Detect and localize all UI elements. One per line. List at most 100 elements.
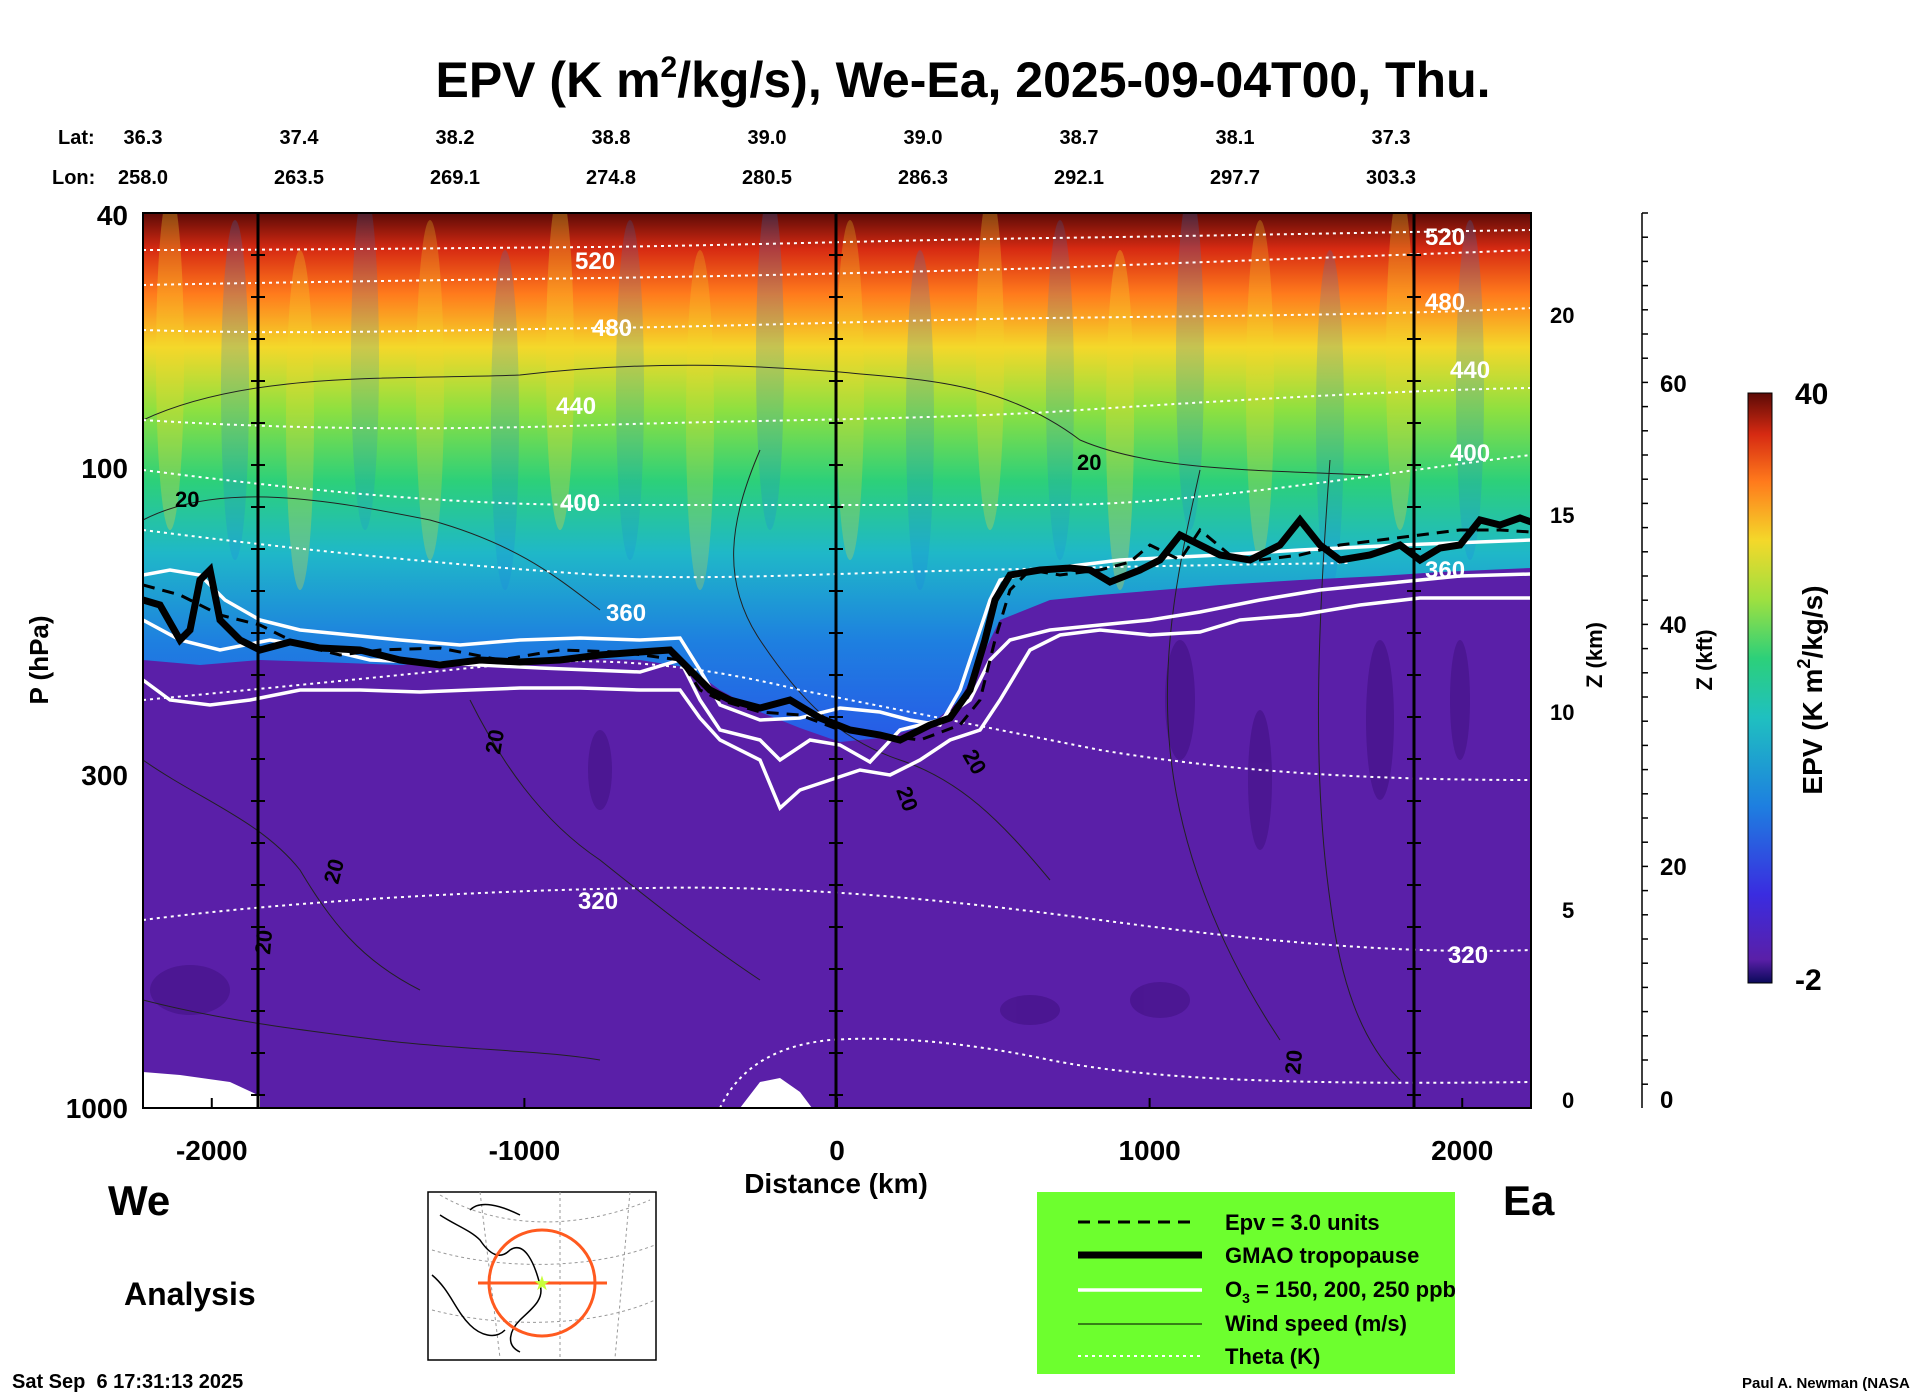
svg-text:10: 10 <box>1550 700 1574 725</box>
epv-streak <box>976 213 1004 530</box>
svg-text:20: 20 <box>1280 1049 1307 1076</box>
svg-text:0: 0 <box>1562 1088 1574 1113</box>
y-axis-label: P (hPa) <box>24 615 54 704</box>
svg-text:20: 20 <box>1550 303 1574 328</box>
lon-value: 297.7 <box>1210 167 1260 189</box>
lon-value: 274.8 <box>586 167 636 189</box>
svg-text:20: 20 <box>175 487 199 512</box>
epv-streak <box>1316 250 1344 590</box>
terrain-mask <box>143 1072 812 1108</box>
svg-text:20: 20 <box>480 727 509 755</box>
x-axis-label: Distance (km) <box>744 1168 928 1199</box>
map-center-star-icon: ★ <box>533 1271 551 1295</box>
legend: Epv = 3.0 units GMAO tropopause O3 = 150… <box>1037 1192 1456 1374</box>
profile-ticks <box>251 254 1421 1096</box>
lon-value: 292.1 <box>1054 167 1104 189</box>
epv-streak <box>546 213 574 530</box>
corner-west: We <box>108 1177 170 1224</box>
lon-label: Lon: <box>52 167 95 189</box>
svg-text:Z (km): Z (km) <box>1582 622 1607 688</box>
svg-text:480: 480 <box>592 315 632 342</box>
svg-text:20: 20 <box>250 929 277 956</box>
svg-text:5: 5 <box>1562 898 1574 923</box>
z-kft-ticks <box>1642 212 1648 1085</box>
svg-text:40: 40 <box>1660 612 1687 639</box>
epv-streak <box>491 250 519 590</box>
epv-dark-patches <box>150 640 1470 1025</box>
credit: Paul A. Newman (NASA <box>1742 1375 1910 1392</box>
legend-ozone: O3 = 150, 200, 250 ppb <box>1225 1277 1456 1306</box>
corner-east: Ea <box>1503 1177 1555 1224</box>
svg-text:20: 20 <box>1660 854 1687 881</box>
epv-streak <box>1456 220 1484 560</box>
epv-streak <box>686 250 714 590</box>
x-tick-label: 0 <box>829 1135 845 1166</box>
z-kft-labels: 60 40 20 0 Z (kft) <box>1660 371 1717 1114</box>
x-tick-label: -1000 <box>489 1135 561 1166</box>
svg-text:520: 520 <box>1425 224 1465 251</box>
lon-values: 258.0 263.5 269.1 274.8 280.5 286.3 292.1 297.7… <box>118 167 1416 189</box>
svg-text:1000: 1000 <box>66 1093 128 1124</box>
svg-text:300: 300 <box>81 760 128 791</box>
epv-streak <box>836 220 864 560</box>
lat-value: 36.3 <box>124 127 163 149</box>
theta-labels: 520 520 480 480 440 440 400 400 360 360 … <box>556 224 1490 969</box>
epv-streak <box>756 213 784 530</box>
lon-value: 286.3 <box>898 167 948 189</box>
svg-text:400: 400 <box>560 490 600 517</box>
lat-value: 38.7 <box>1060 127 1099 149</box>
legend-tropopause: GMAO tropopause <box>1225 1243 1419 1268</box>
z-km-axis: 20 15 10 5 0 Z (km) <box>1550 303 1607 1113</box>
x-tick-label: 1000 <box>1118 1135 1180 1166</box>
svg-text:320: 320 <box>1448 942 1488 969</box>
svg-text:15: 15 <box>1550 503 1574 528</box>
legend-wind: Wind speed (m/s) <box>1225 1311 1407 1336</box>
svg-text:0: 0 <box>1660 1087 1673 1114</box>
colorbar-max: 40 <box>1795 378 1828 411</box>
lat-value: 38.1 <box>1216 127 1255 149</box>
lon-value: 263.5 <box>274 167 324 189</box>
epv-streak <box>221 220 249 560</box>
epv-3-contour <box>143 527 1531 742</box>
epv-streak <box>1106 250 1134 590</box>
lat-value: 37.4 <box>280 127 320 149</box>
lat-value: 37.3 <box>1372 127 1411 149</box>
epv-streak <box>1386 213 1414 530</box>
epv-streak <box>906 250 934 590</box>
svg-text:480: 480 <box>1425 289 1465 316</box>
lat-value: 38.8 <box>592 127 631 149</box>
ozone-contours <box>143 538 1531 811</box>
svg-text:60: 60 <box>1660 371 1687 398</box>
colorbar-min: -2 <box>1795 964 1822 997</box>
x-tick-label: -2000 <box>176 1135 248 1166</box>
timestamp: Sat Sep 6 17:31:13 2025 <box>12 1371 243 1393</box>
legend-epv: Epv = 3.0 units <box>1225 1210 1380 1235</box>
lat-values: 36.3 37.4 38.2 38.8 39.0 39.0 38.7 38.1 37.3 <box>124 127 1411 149</box>
epv-streak <box>286 250 314 590</box>
lat-label: Lat: <box>58 127 95 149</box>
x-tick-label: 2000 <box>1431 1135 1493 1166</box>
svg-text:100: 100 <box>81 453 128 484</box>
inset-map: ★ <box>427 1191 657 1361</box>
svg-text:520: 520 <box>575 248 615 275</box>
lat-value: 39.0 <box>748 127 787 149</box>
epv-streak <box>616 220 644 560</box>
profile-lines <box>256 213 1416 1108</box>
epv-streak <box>351 213 379 530</box>
p-axis-ticks: 40 100 300 1000 <box>66 200 128 1124</box>
svg-text:360: 360 <box>606 600 646 627</box>
svg-text:20: 20 <box>1077 450 1101 475</box>
lat-value: 39.0 <box>904 127 943 149</box>
lon-value: 258.0 <box>118 167 168 189</box>
wind-speed-contours <box>143 364 1401 1081</box>
gmao-tropopause <box>143 514 1531 744</box>
svg-text:40: 40 <box>97 200 128 231</box>
lat-value: 38.2 <box>436 127 475 149</box>
x-axis-ticks: -2000 -1000 0 1000 2000 <box>176 1098 1493 1166</box>
colorbar <box>1747 392 1773 984</box>
chart-title: EPV (K m2/kg/s), We-Ea, 2025-09-04T00, T… <box>435 51 1490 108</box>
epv-streak <box>156 213 184 530</box>
epv-streak <box>1046 220 1074 560</box>
svg-text:320: 320 <box>578 888 618 915</box>
